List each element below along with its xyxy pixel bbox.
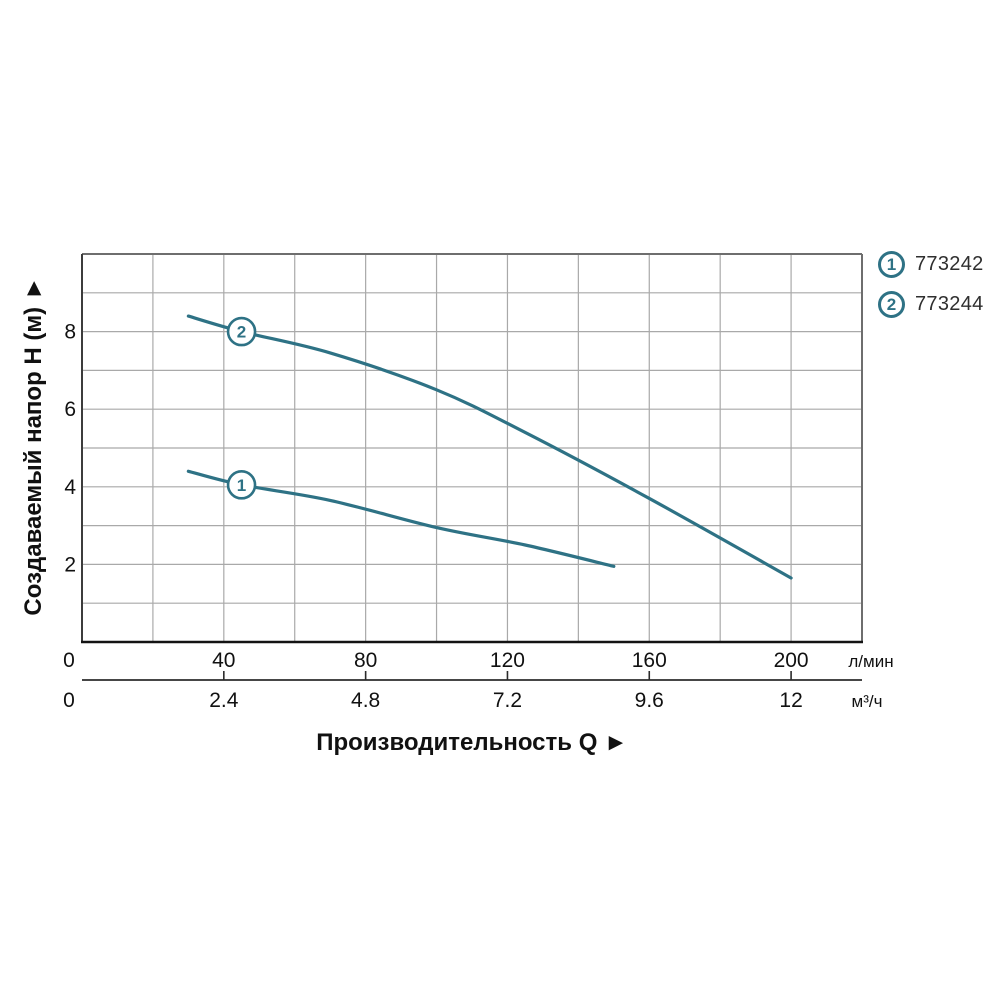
x-unit-lmin: л/мин bbox=[848, 652, 893, 671]
curve-marker-number-2: 2 bbox=[237, 323, 246, 342]
x-tick-label-lmin: 200 bbox=[774, 649, 809, 672]
curve-marker-number-1: 1 bbox=[237, 476, 246, 495]
y-tick-label: 6 bbox=[64, 398, 76, 421]
series-2-circle-icon: 2 bbox=[878, 291, 905, 318]
x-tick-label-m3h: 0 bbox=[63, 689, 75, 712]
curve-marker-2 bbox=[226, 316, 257, 347]
x-unit-m3h: м³/ч bbox=[852, 692, 883, 711]
x-tick-label-m3h: 9.6 bbox=[635, 689, 664, 712]
x-tick-label-m3h: 12 bbox=[779, 689, 802, 712]
legend-item-2: 2 773244 bbox=[878, 291, 984, 318]
x-tick-label-lmin: 120 bbox=[490, 649, 525, 672]
x-tick-label-m3h: 4.8 bbox=[351, 689, 380, 712]
legend-label-2: 773244 bbox=[915, 293, 984, 315]
y-tick-label: 2 bbox=[64, 553, 76, 576]
y-axis-title: Создаваемый напор H (м) ► bbox=[20, 276, 47, 616]
x-tick-label-lmin: 0 bbox=[63, 649, 75, 672]
series-1-circle-icon: 1 bbox=[878, 251, 905, 278]
y-tick-label: 8 bbox=[64, 321, 76, 344]
legend: 1 773242 2 773244 bbox=[878, 251, 984, 318]
x-tick-label-lmin: 160 bbox=[632, 649, 667, 672]
legend-label-1: 773242 bbox=[915, 253, 984, 275]
curve-marker-1 bbox=[226, 470, 257, 500]
x-tick-label-lmin: 80 bbox=[354, 649, 377, 672]
legend-item-1: 1 773242 bbox=[878, 251, 984, 278]
x-tick-label-m3h: 7.2 bbox=[493, 689, 522, 712]
y-tick-label: 4 bbox=[64, 476, 76, 499]
x-tick-label-m3h: 2.4 bbox=[209, 689, 239, 712]
x-tick-label-lmin: 40 bbox=[212, 649, 235, 672]
x-axis-title: Производительность Q ► bbox=[316, 729, 628, 756]
